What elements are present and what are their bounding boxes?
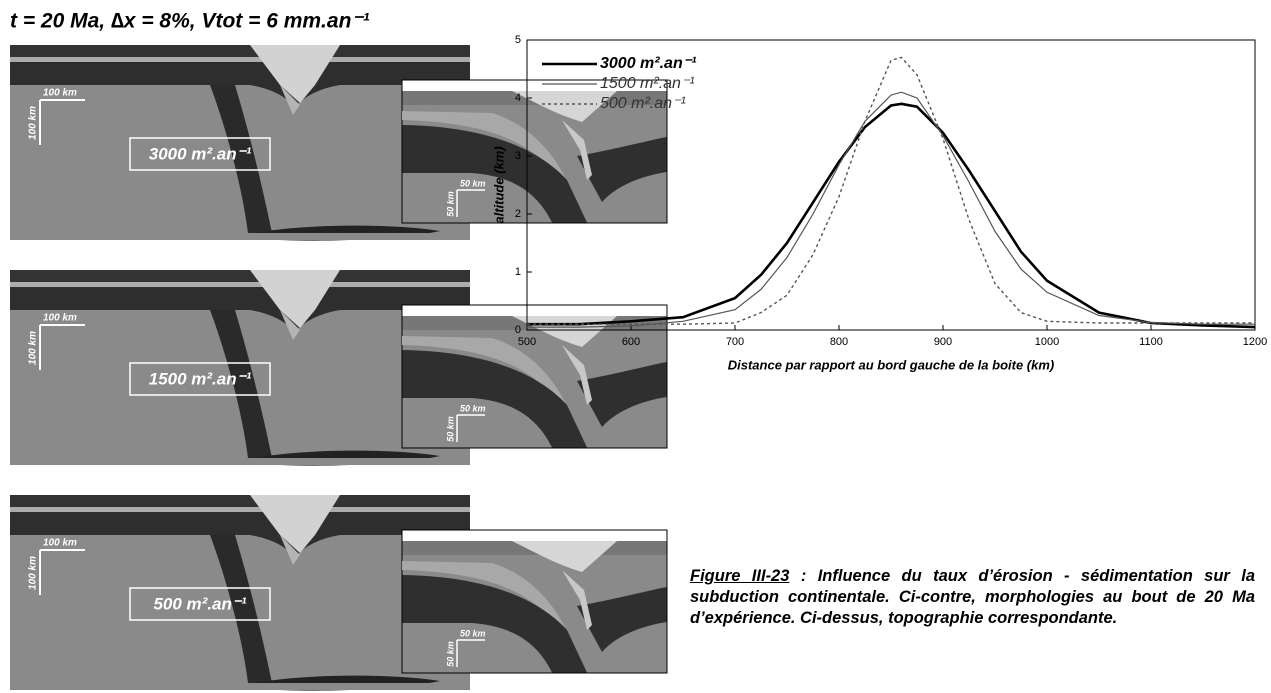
scale-label: 50 km (460, 628, 486, 638)
panel-label: 500 m².an⁻¹ (153, 594, 246, 613)
scale-label: 100 km (43, 88, 77, 99)
scale-label: 50 km (460, 403, 486, 413)
legend-label: 500 m².an⁻¹ (600, 95, 686, 112)
model-zoom (401, 529, 668, 674)
scale-label: 50 km (460, 178, 486, 188)
caption-label: Figure III-23 (690, 567, 790, 585)
scale-label: 100 km (43, 313, 77, 324)
caption: Figure III-23 : Influence du taux d’éros… (690, 566, 1255, 629)
scale-label: 100 km (28, 331, 39, 365)
scale-bar (456, 639, 485, 667)
y-tick-label: 2 (515, 208, 521, 220)
x-tick-label: 900 (934, 336, 952, 348)
y-tick-label: 1 (515, 266, 521, 278)
model-panel: 100 km 100 km 50 km 50 km 1500 m².an⁻¹ (10, 270, 668, 466)
x-tick-label: 800 (830, 336, 848, 348)
scale-bar (39, 324, 85, 370)
legend-label: 1500 m².an⁻¹ (600, 75, 695, 92)
x-tick-label: 1100 (1139, 336, 1163, 348)
model-section (10, 270, 470, 466)
series-line (527, 56, 1255, 325)
y-tick-label: 5 (515, 34, 521, 46)
scale-label: 100 km (28, 556, 39, 590)
scale-label: 100 km (43, 538, 77, 549)
model-panel: 100 km 100 km 50 km 50 km 3000 m².an⁻¹ (10, 45, 668, 241)
scale-bar (456, 414, 485, 442)
model-section (10, 495, 470, 691)
models: t = 20 Ma, ∆x = 8%, Vtot = 6 mm.an⁻¹ 100… (10, 10, 668, 691)
chart: 500 600 700 800 900 1000 1100 1200 0 1 2 3 4 5 Distanc… (491, 34, 1267, 373)
plot-frame (526, 39, 1256, 331)
scale-bar (456, 189, 485, 217)
x-tick-label: 1000 (1035, 336, 1059, 348)
caption-text: : Influence du taux d’érosion - sédiment… (690, 567, 1255, 627)
model-section (10, 45, 470, 241)
label-box (129, 587, 271, 621)
series-line (527, 91, 1255, 328)
y-tick-label: 4 (515, 92, 521, 104)
x-tick-label: 700 (726, 336, 744, 348)
scale-bar (39, 99, 85, 145)
x-axis-title: Distance par rapport au bord gauche de l… (728, 357, 1055, 372)
y-axis-title: altitude (km) (491, 146, 506, 223)
figure-title: t = 20 Ma, ∆x = 8%, Vtot = 6 mm.an⁻¹ (10, 10, 369, 33)
scale-label: 50 km (445, 416, 455, 442)
panel-label: 1500 m².an⁻¹ (149, 369, 252, 388)
x-tick-label: 600 (622, 336, 640, 348)
y-tick-label: 3 (515, 150, 521, 162)
model-panel: 100 km 100 km 50 km 50 km 500 m².an⁻¹ (10, 495, 668, 691)
x-tick-label: 1200 (1243, 336, 1267, 348)
label-box (129, 137, 271, 171)
x-tick-label: 500 (518, 336, 536, 348)
scale-bar (39, 549, 85, 595)
panel-label: 3000 m².an⁻¹ (149, 144, 252, 163)
series-line (527, 102, 1256, 329)
y-tick-label: 0 (515, 324, 521, 336)
label-box (129, 362, 271, 396)
scale-label: 50 km (445, 191, 455, 217)
legend-label: 3000 m².an⁻¹ (600, 55, 697, 72)
scale-label: 100 km (28, 106, 39, 140)
scale-label: 50 km (445, 641, 455, 667)
